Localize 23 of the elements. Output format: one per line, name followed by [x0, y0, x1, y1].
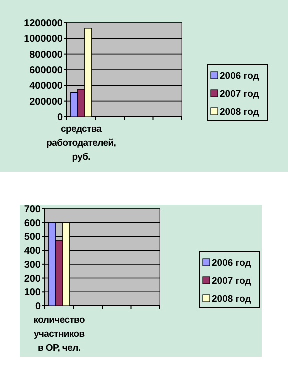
y-tick-label: 0: [35, 302, 42, 312]
y-tick-label: 700: [24, 204, 42, 216]
y-tick-label: 200: [24, 274, 42, 285]
y-tick-label: 500: [24, 232, 42, 244]
y-tick-label: 100: [24, 288, 42, 299]
y-tick-label: 1000000: [24, 34, 64, 46]
y-tick-label: 0: [57, 112, 64, 124]
y-tick-label: 200000: [30, 96, 64, 108]
x-tick-label: количество участников в ОР, чел.: [34, 315, 86, 354]
y-tick-label: 400000: [30, 81, 64, 92]
x-tick-label: средства работодателей, руб.: [46, 124, 116, 163]
y-tick-label: 800000: [30, 50, 64, 61]
y-tick-label: 400: [24, 246, 42, 258]
legend-label: 2008 год: [220, 107, 260, 118]
legend-label: 2006 год: [212, 258, 252, 269]
legend-label: 2007 год: [220, 89, 260, 100]
legend-label: 2008 год: [212, 294, 252, 305]
y-tick-label: 600000: [30, 66, 64, 76]
y-tick-label: 600: [24, 218, 42, 230]
y-tick-label: 300: [24, 260, 42, 271]
legend-label: 2007 год: [212, 276, 252, 287]
y-tick-label: 1200000: [24, 18, 64, 30]
legend-label: 2006 год: [220, 71, 260, 82]
